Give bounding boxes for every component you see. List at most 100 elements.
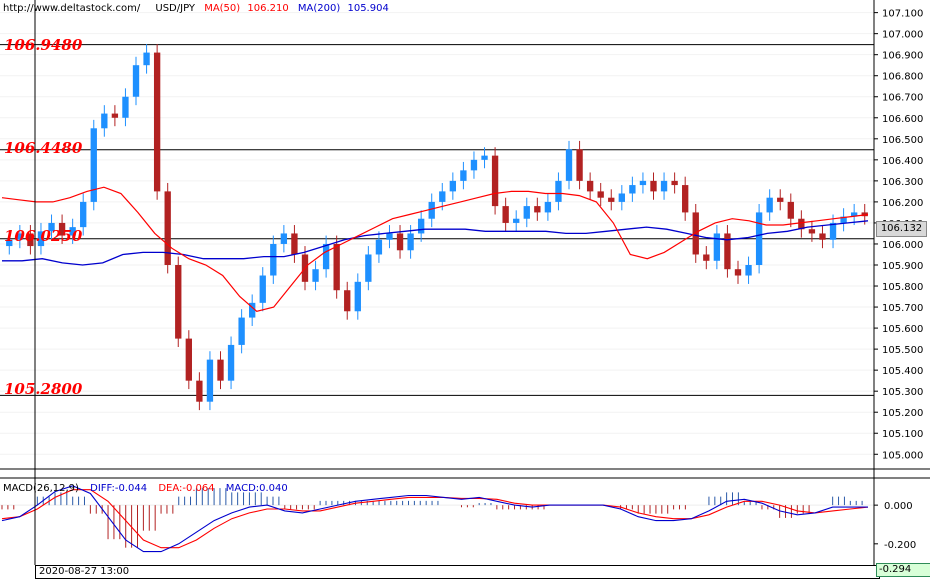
macd-dea: DEA:-0.064 <box>158 483 215 494</box>
candle-body <box>703 254 710 261</box>
candle-body <box>143 52 150 66</box>
candle-body <box>322 243 330 270</box>
candle-body <box>58 222 66 236</box>
candle-body <box>69 227 76 236</box>
price-tick-label: 106.300 <box>882 177 923 188</box>
candle-body <box>249 302 256 318</box>
time-label: 2020-08-27 13:00 <box>39 566 130 577</box>
candle-body <box>534 206 541 213</box>
candles <box>6 44 868 411</box>
candle-body <box>586 180 594 192</box>
ma50-value: 106.210 <box>247 3 289 14</box>
candle-body <box>164 191 171 265</box>
level-label-2: 106.4480 <box>4 139 83 157</box>
price-tick-label: 105.300 <box>882 387 923 398</box>
diff-line <box>1 485 868 553</box>
candle-body <box>386 233 393 240</box>
candle-body <box>375 239 383 255</box>
candle-body <box>407 233 414 251</box>
price-tick-label: 106.400 <box>882 156 923 167</box>
candle-body <box>618 193 625 202</box>
time-cursor-label: 2020-08-27 13:00 <box>35 565 880 579</box>
level-label-4: 105.2800 <box>4 380 83 398</box>
level-label-1: 106.9480 <box>4 36 83 54</box>
candle-body <box>333 243 340 291</box>
candle-body <box>48 222 55 232</box>
candle-body <box>724 233 731 270</box>
symbol-label: USD/JPY <box>155 3 195 14</box>
candle-body <box>396 233 404 251</box>
candle-body <box>819 233 826 240</box>
price-tick-label: 105.500 <box>882 345 923 356</box>
candle-body <box>354 281 361 312</box>
candle-body <box>787 201 794 219</box>
candle-body <box>37 231 45 247</box>
price-tick-label: 105.400 <box>882 366 923 377</box>
price-tick-label: 106.000 <box>882 240 923 251</box>
candle-body <box>80 201 87 228</box>
candle-body <box>713 233 721 261</box>
candle-body <box>111 113 119 118</box>
price-tick-label: 106.600 <box>882 114 923 125</box>
price-tick-label: 105.000 <box>882 450 923 461</box>
current-price-tag: 106.132 <box>876 221 927 237</box>
candle-body <box>660 180 668 192</box>
candle-body <box>544 201 552 213</box>
candle-body <box>734 269 742 276</box>
price-tick-label: 107.000 <box>882 30 923 41</box>
candle-body <box>576 149 583 181</box>
candle-body <box>439 191 446 202</box>
macd-value: MACD:0.040 <box>225 483 288 494</box>
candle-body <box>132 65 140 97</box>
dea-line <box>1 489 869 549</box>
candle-body <box>798 218 805 230</box>
candle-body <box>608 197 615 202</box>
candle-body <box>755 212 763 265</box>
candle-body <box>238 317 245 345</box>
candle-body <box>153 52 161 192</box>
macd-tick-label: 0.000 <box>884 501 913 512</box>
candle-body <box>565 149 573 181</box>
price-tick-label: 106.800 <box>882 72 923 83</box>
candle-body <box>428 201 435 219</box>
macd-header: MACD(26,12,9) DIFF:-0.044 DEA:-0.064 MAC… <box>3 483 288 494</box>
candle-body <box>829 222 837 240</box>
candle-body <box>122 96 129 118</box>
chart-header: http://www.deltastock.com/ USD/JPY MA(50… <box>3 3 389 14</box>
candle-body <box>185 338 192 381</box>
price-tick-label: 105.700 <box>882 303 923 314</box>
price-axis: 107.100 107.000 106.900 106.800 106.700 106.6… <box>874 9 923 551</box>
price-tick-label: 107.100 <box>882 9 923 20</box>
candle-body <box>682 185 689 213</box>
ma50-line <box>1 186 869 312</box>
candle-body <box>671 180 678 186</box>
candle-body <box>27 233 34 247</box>
candle-body <box>491 155 499 207</box>
candle-body <box>291 233 298 255</box>
candle-body <box>555 180 562 202</box>
candle-body <box>417 218 425 234</box>
candle-body <box>280 233 288 244</box>
candle-body <box>227 344 235 381</box>
candle-body <box>206 359 214 402</box>
candle-body <box>850 212 858 217</box>
macd-diff: DIFF:-0.044 <box>90 483 148 494</box>
price-tick-label: 105.600 <box>882 324 923 335</box>
site-url[interactable]: http://www.deltastock.com/ <box>3 3 141 14</box>
candle-body <box>6 239 13 247</box>
candle-body <box>597 191 604 198</box>
price-tick-label: 106.500 <box>882 135 923 146</box>
candle-body <box>460 170 467 181</box>
level-label-3: 106.0250 <box>4 227 83 245</box>
candle-body <box>196 380 203 402</box>
candle-body <box>270 243 277 276</box>
price-tick-label: 106.200 <box>882 198 923 209</box>
candle-body <box>312 269 319 282</box>
candle-body <box>745 264 752 276</box>
price-tick-label: 105.900 <box>882 261 923 272</box>
candle-body <box>449 180 457 192</box>
macd-title: MACD(26,12,9) <box>3 483 79 494</box>
candle-body <box>175 264 182 339</box>
candle-body <box>629 185 636 194</box>
